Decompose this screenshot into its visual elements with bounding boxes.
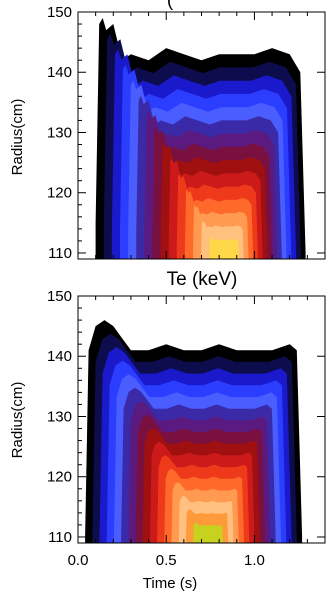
top-y-tick-label: 140 (47, 64, 72, 81)
bottom-y-tick-label: 110 (48, 529, 72, 546)
bottom-y-tick-label: 140 (47, 348, 72, 365)
top-y-axis-title: Radius(cm) (9, 99, 26, 176)
chart-bottom: Te (keV) 110 120 130 140 150 0.0 0.5 1.0 Radiu… (9, 269, 326, 592)
bottom-x-tick-label: 0.5 (156, 552, 177, 569)
bottom-title: Te (keV) (167, 269, 238, 290)
bottom-x-tick-label: 0.0 (68, 552, 89, 569)
bottom-x-axis: 0.0 0.5 1.0 (68, 296, 326, 569)
bottom-y-axis-title: Radius(cm) (9, 382, 26, 459)
top-y-tick-label: 130 (47, 124, 72, 141)
bottom-y-tick-label: 120 (47, 469, 72, 486)
top-contour-band (209, 236, 239, 259)
bottom-y-tick-label: 150 (47, 288, 72, 305)
bottom-x-tick-label: 1.0 (244, 552, 265, 569)
top-y-axis: 110 120 130 140 150 (47, 4, 325, 262)
top-x-axis (77, 12, 326, 259)
bottom-y-tick-label: 130 (47, 408, 72, 425)
bottom-x-axis-title: Time (s) (143, 575, 197, 592)
top-y-tick-label: 120 (47, 185, 72, 202)
top-contour-field (95, 18, 306, 259)
bottom-contour-field (85, 320, 303, 543)
top-title-partial: ( (167, 0, 174, 11)
bottom-contour-band (193, 522, 223, 543)
top-y-tick-label: 150 (47, 4, 72, 21)
bottom-y-axis: 110 120 130 140 150 (47, 288, 325, 546)
chart-top: ( 110 120 130 140 150 Radius(cm) (9, 0, 326, 262)
top-y-tick-label: 110 (48, 245, 72, 262)
